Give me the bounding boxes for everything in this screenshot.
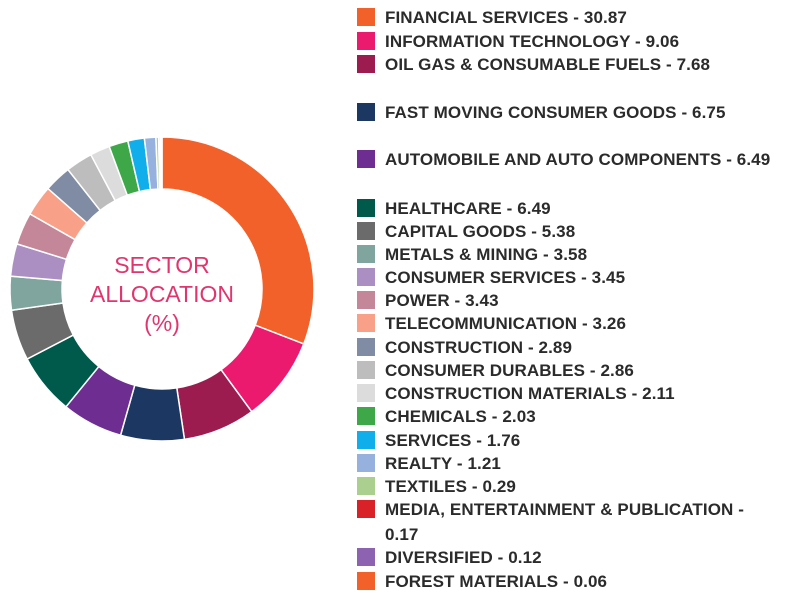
legend-swatch	[357, 431, 375, 449]
legend-label: TEXTILES - 0.29	[385, 477, 516, 496]
legend-swatch	[357, 291, 375, 309]
center-title-line-1: SECTOR	[114, 252, 210, 278]
legend-label: CONSUMER SERVICES - 3.45	[385, 268, 626, 287]
legend-swatch	[357, 268, 375, 286]
legend-label: FOREST MATERIALS - 0.06	[385, 572, 608, 591]
legend-label: DIVERSIFIED - 0.12	[385, 548, 542, 567]
legend-swatch	[357, 222, 375, 240]
legend-swatch	[357, 384, 375, 402]
legend-label: CONSUMER DURABLES - 2.86	[385, 361, 634, 380]
donut-slice-1	[161, 136, 315, 345]
legend-label: REALTY - 1.21	[385, 454, 501, 473]
legend-label: METALS & MINING - 3.58	[385, 245, 588, 264]
center-title-line-3: (%)	[144, 310, 180, 336]
legend-label: SERVICES - 1.76	[385, 431, 521, 450]
legend-swatch	[357, 55, 375, 73]
legend-swatch	[357, 361, 375, 379]
center-title-line-2: ALLOCATION	[90, 281, 234, 307]
legend-label: OIL GAS & CONSUMABLE FUELS - 7.68	[385, 55, 711, 74]
legend-swatch	[357, 572, 375, 590]
legend-swatch	[357, 32, 375, 50]
legend-swatch	[357, 500, 375, 518]
legend-swatch	[357, 103, 375, 121]
legend-label: FINANCIAL SERVICES - 30.87	[385, 8, 627, 27]
legend-label: HEALTHCARE - 6.49	[385, 199, 551, 218]
legend-label: POWER - 3.43	[385, 291, 499, 310]
legend-swatch	[357, 150, 375, 168]
legend-label: FAST MOVING CONSUMER GOODS - 6.75	[385, 103, 726, 122]
legend-label: CONSTRUCTION - 2.89	[385, 338, 573, 357]
donut-center-title: SECTOR ALLOCATION (%)	[62, 251, 262, 338]
legend-label: CONSTRUCTION MATERIALS - 2.11	[385, 384, 675, 403]
legend-swatch	[357, 548, 375, 566]
sector-allocation-donut-chart	[9, 136, 315, 442]
legend-label: TELECOMMUNICATION - 3.26	[385, 314, 627, 333]
legend-swatch	[357, 454, 375, 472]
legend-swatch	[357, 407, 375, 425]
legend-swatch	[357, 477, 375, 495]
legend-swatch	[357, 314, 375, 332]
legend-label: AUTOMOBILE AND AUTO COMPONENTS - 6.49	[385, 150, 771, 169]
legend-swatch	[357, 199, 375, 217]
legend-swatch	[357, 338, 375, 356]
legend-swatch	[357, 8, 375, 26]
legend-label: CHEMICALS - 2.03	[385, 407, 536, 426]
legend-swatch	[357, 245, 375, 263]
legend-label: MEDIA, ENTERTAINMENT & PUBLICATION - 0.1…	[385, 500, 745, 544]
legend-label: INFORMATION TECHNOLOGY - 9.06	[385, 32, 680, 51]
donut-slice-21	[160, 136, 163, 190]
legend-label: CAPITAL GOODS - 5.38	[385, 222, 576, 241]
